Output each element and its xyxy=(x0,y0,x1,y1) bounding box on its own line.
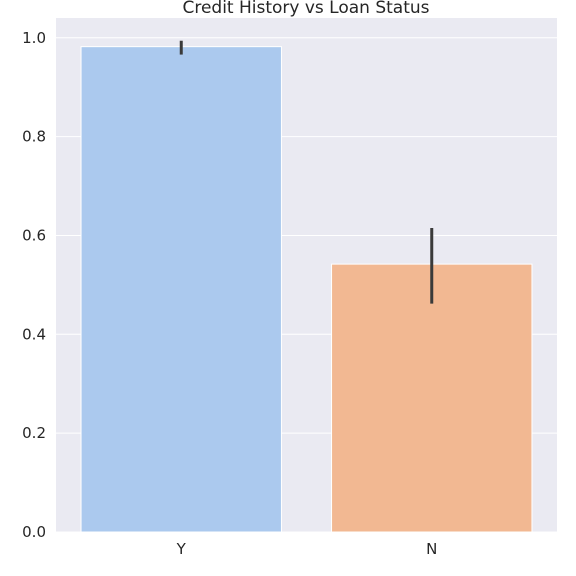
y-tick-label: 0.6 xyxy=(22,226,46,244)
y-axis-ticks: 0.0 0.2 0.4 0.6 0.8 1.0 xyxy=(22,29,46,541)
bar-n xyxy=(332,264,532,532)
x-tick-label: Y xyxy=(176,540,187,558)
y-tick-label: 0.8 xyxy=(22,128,46,146)
y-tick-label: 1.0 xyxy=(22,29,46,47)
x-tick-label: N xyxy=(426,540,437,558)
y-tick-label: 0.0 xyxy=(22,523,46,541)
y-tick-label: 0.2 xyxy=(22,424,46,442)
chart-title: Credit History vs Loan Status xyxy=(182,0,429,18)
bar-y xyxy=(81,47,281,532)
y-tick-label: 0.4 xyxy=(22,325,46,343)
